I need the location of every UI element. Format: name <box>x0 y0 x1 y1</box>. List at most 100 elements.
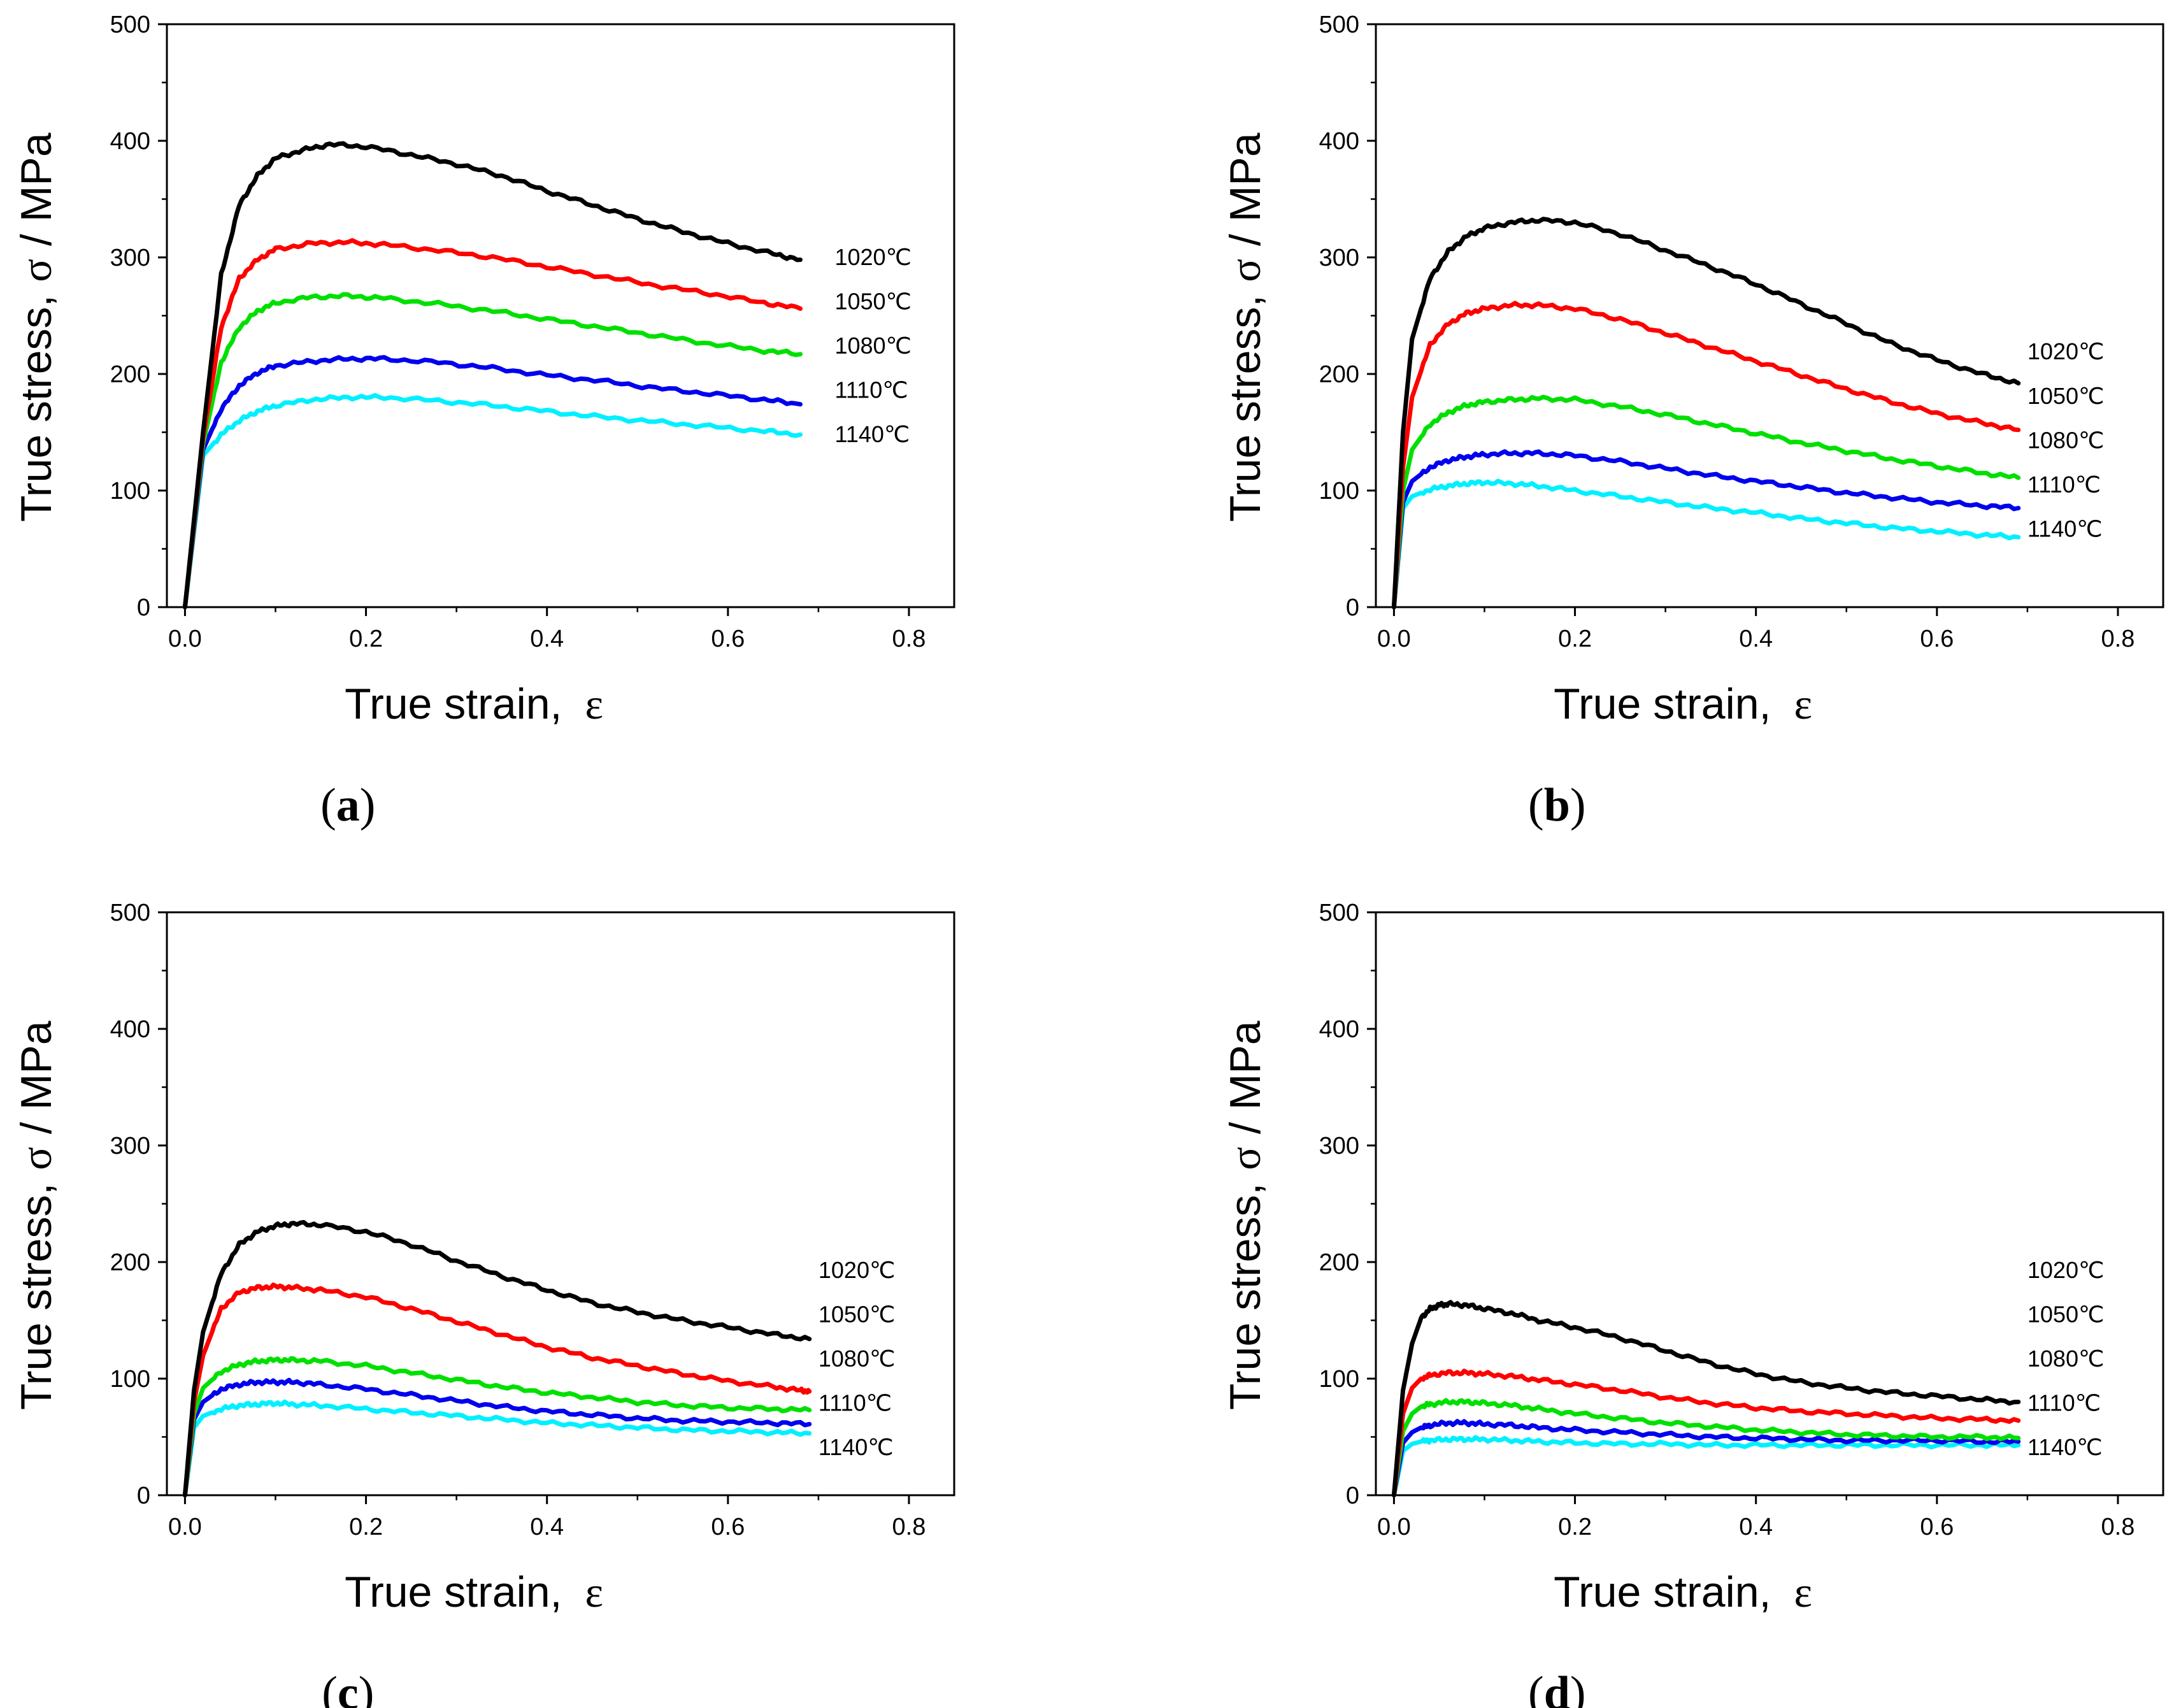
legend-label: 1080℃ <box>819 1346 896 1372</box>
panel-b: 0.0 0.2 0.4 0.6 0.8 0 100 200 300 400 500 True stra… <box>1221 11 2164 831</box>
panel-label-letter: a <box>336 779 360 831</box>
x-axis-title-text: True strain, <box>345 680 562 728</box>
panel-d: 0.0 0.2 0.4 0.6 0.8 0 100 200 300 400 500 True stra… <box>1221 900 2164 1708</box>
x-axis-title-text: True strain, <box>1554 1568 1771 1616</box>
panel-label-close: ) <box>360 779 376 831</box>
y-tick-label: 100 <box>1319 1366 1359 1393</box>
x-tick-label: 0.4 <box>530 626 564 652</box>
y-tick-label: 300 <box>1319 1133 1359 1159</box>
legend-label: 1050℃ <box>819 1301 896 1327</box>
series-line-1140 <box>182 1399 812 1498</box>
y-axis-title-text: True stress, <box>1221 295 1269 522</box>
x-axis-title-symbol: ε <box>1794 1568 1812 1616</box>
panel-label-close: ) <box>1570 1667 1586 1708</box>
series-line-1020 <box>1391 217 2021 610</box>
x-tick-label: 0.6 <box>1920 626 1954 652</box>
panel-label: (b) <box>1528 779 1585 831</box>
y-axis-title-text: True stress, <box>12 1183 61 1410</box>
panel-label: (a) <box>320 779 375 831</box>
y-tick-label: 200 <box>110 361 150 388</box>
x-tick-label: 0.0 <box>1377 1514 1411 1540</box>
x-axis-title-symbol: ε <box>585 1568 603 1616</box>
y-tick-label: 400 <box>110 128 150 155</box>
x-tick-label: 0.8 <box>892 626 926 652</box>
x-axis-title-symbol: ε <box>1794 680 1812 728</box>
panel-label-open: ( <box>322 1667 338 1708</box>
series-line-1020 <box>1391 1300 2021 1498</box>
series-line-1050 <box>182 238 803 610</box>
series-line-1050 <box>1391 301 2021 610</box>
legend-label: 1140℃ <box>2027 515 2103 542</box>
series-line-1020 <box>182 1220 812 1498</box>
x-tick-label: 0.6 <box>711 1514 745 1540</box>
x-axis-title: True strain, ε <box>1554 1568 1812 1616</box>
y-tick-label: 0 <box>137 1482 150 1509</box>
y-axis-title: True stress, σ / MPa <box>12 133 61 522</box>
legend-label: 1140℃ <box>819 1434 894 1460</box>
y-tick-label: 400 <box>1319 128 1359 155</box>
y-axis-title-unit: / MPa <box>1221 133 1269 246</box>
panel-label-open: ( <box>1528 1667 1544 1708</box>
x-tick-label: 0.0 <box>168 626 202 652</box>
legend-label: 1080℃ <box>2027 1346 2105 1372</box>
panel-label-letter: c <box>338 1667 359 1708</box>
series-line-1110 <box>182 1377 812 1498</box>
y-axis-title-symbol: σ <box>12 259 61 282</box>
legend-label: 1110℃ <box>834 377 908 403</box>
y-tick-label: 100 <box>110 478 150 505</box>
y-axis-title-symbol: σ <box>1221 259 1269 282</box>
y-tick-label: 500 <box>110 900 150 926</box>
x-tick-label: 0.4 <box>530 1514 564 1540</box>
legend-label: 1020℃ <box>819 1257 896 1283</box>
legend-label: 1050℃ <box>2027 1301 2105 1327</box>
y-axis-title-symbol: σ <box>1221 1147 1269 1170</box>
plot-frame <box>166 23 955 608</box>
y-tick-label: 300 <box>1319 245 1359 271</box>
x-tick-label: 0.8 <box>2101 1514 2135 1540</box>
series-line-1020 <box>182 141 803 610</box>
series-line-1140 <box>1391 478 2021 610</box>
y-tick-label: 0 <box>1346 594 1359 621</box>
panel-label-close: ) <box>359 1667 375 1708</box>
panel-label-close: ) <box>1570 779 1586 831</box>
y-axis-title-text: True stress, <box>1221 1183 1269 1410</box>
x-tick-label: 0.2 <box>1558 1514 1592 1540</box>
series-line-1050 <box>1391 1368 2021 1498</box>
x-tick-label: 0.8 <box>2101 626 2135 652</box>
x-tick-label: 0.6 <box>711 626 745 652</box>
x-axis-title-symbol: ε <box>585 680 603 728</box>
legend-label: 1110℃ <box>2027 471 2101 498</box>
y-tick-label: 500 <box>110 11 150 38</box>
x-axis-title-text: True strain, <box>345 1568 562 1616</box>
y-tick-label: 200 <box>1319 361 1359 388</box>
series-line-1110 <box>1391 1419 2021 1498</box>
y-tick-label: 500 <box>1319 900 1359 926</box>
legend-label: 1080℃ <box>834 333 912 359</box>
panel-label-open: ( <box>320 779 336 831</box>
x-tick-label: 0.2 <box>349 626 383 652</box>
legend-label: 1110℃ <box>819 1389 892 1416</box>
x-tick-label: 0.0 <box>1377 626 1411 652</box>
x-tick-label: 0.4 <box>1739 626 1773 652</box>
series-line-1080 <box>1391 1398 2021 1498</box>
legend-label: 1020℃ <box>2027 1257 2105 1283</box>
x-tick-label: 0.8 <box>892 1514 926 1540</box>
series-line-1050 <box>182 1282 812 1498</box>
y-tick-label: 0 <box>137 594 150 621</box>
x-tick-label: 0.0 <box>168 1514 202 1540</box>
panel-label-open: ( <box>1528 779 1544 831</box>
x-tick-label: 0.2 <box>1558 626 1592 652</box>
series-line-1110 <box>1391 449 2021 610</box>
series-line-1080 <box>1391 394 2021 610</box>
panel-label-letter: b <box>1544 779 1570 831</box>
legend-label: 1080℃ <box>2027 427 2105 453</box>
y-tick-label: 200 <box>1319 1249 1359 1276</box>
panel-a: 0.0 0.2 0.4 0.6 0.8 0 100 200 300 400 500 True stra… <box>12 11 955 831</box>
y-tick-label: 100 <box>110 1366 150 1393</box>
y-axis-title-symbol: σ <box>12 1147 61 1170</box>
legend-label: 1050℃ <box>2027 383 2105 409</box>
x-axis-title: True strain, ε <box>345 1568 603 1616</box>
legend-label: 1050℃ <box>834 289 912 315</box>
x-tick-label: 0.6 <box>1920 1514 1954 1540</box>
